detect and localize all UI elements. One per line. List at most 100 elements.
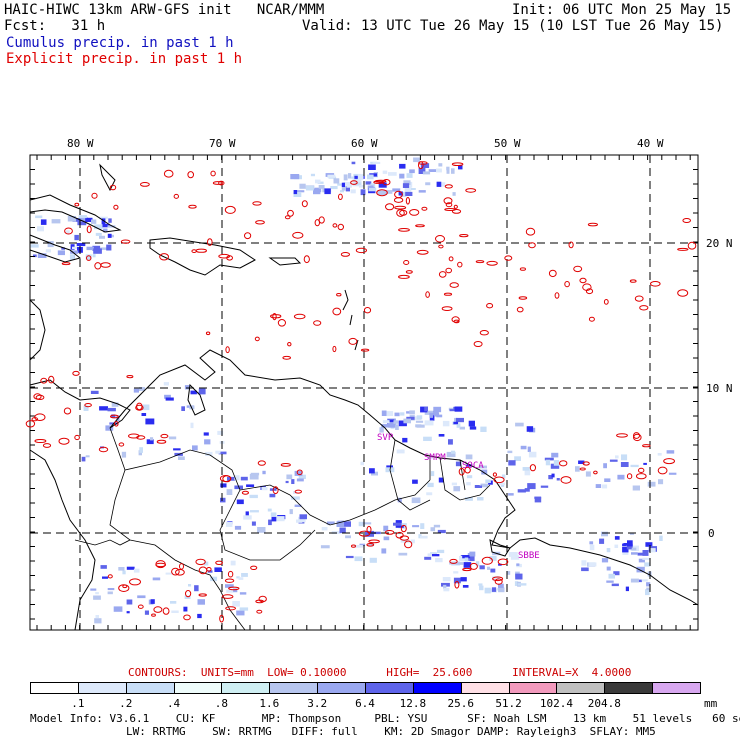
explicit-contour [58,437,70,445]
cumulus-cell [217,430,224,435]
cumulus-cell [395,525,404,528]
explicit-contour [394,205,407,210]
explicit-contour [151,613,156,617]
explicit-contour [294,489,302,494]
cumulus-cell [333,178,340,184]
explicit-contour [254,336,260,342]
cumulus-cell [85,254,92,260]
cumulus-cell [173,448,181,451]
cumulus-cell [337,183,345,186]
cumulus-cell [146,439,154,445]
cumulus-cell [384,411,394,416]
explicit-contour [255,220,265,225]
cumulus-cell [362,522,372,525]
cumulus-cell [466,482,471,486]
cumulus-cell [33,254,37,258]
explicit-contour [516,306,524,313]
cumulus-cell [369,557,377,563]
cumulus-cell [85,455,90,458]
cumulus-cell [462,555,471,559]
cumulus-cell [396,449,405,454]
cumulus-cell [437,549,445,554]
explicit-contour [363,307,372,314]
explicit-contour [86,255,92,261]
cumulus-cell [510,555,520,560]
station-markers: SVP SMPM SOCA SBBE [377,433,540,561]
cumulus-cell [480,426,487,432]
cumulus-cell [578,460,585,464]
cumulus-cell [406,416,415,420]
explicit-contour [74,434,80,441]
cumulus-cell [398,191,403,196]
cumulus-cell [111,414,116,418]
cumulus-cell [225,521,233,527]
explicit-contour [221,594,234,599]
explicit-contour [128,433,140,439]
explicit-contour [348,337,358,345]
explicit-contour [91,192,98,199]
cumulus-cell [90,390,99,394]
cumulus-cell [261,486,268,491]
cumulus-cell [611,583,619,587]
cumulus-cell [442,577,451,582]
explicit-contour [34,413,46,422]
colorbar-label: .1 [71,697,85,710]
cumulus-cell [384,190,393,194]
lon-label-50w: 50 W [494,137,521,150]
explicit-contour [355,247,367,254]
contours-info: CONTOURS: UNITS=mm LOW= 0.10000 HIGH= 25… [128,666,632,679]
cumulus-cell [641,579,648,582]
cumulus-cell [403,180,411,185]
explicit-contour [284,215,291,220]
cumulus-cell [427,482,434,488]
cumulus-cell [412,525,420,528]
cumulus-cell [126,611,130,614]
valid-time: Valid: 13 UTC Tue 26 May 15 (10 LST Tue … [302,18,724,34]
explicit-contour [244,232,252,240]
explicit-contour [677,247,689,251]
cumulus-cell [625,586,629,592]
cumulus-cell [245,511,249,516]
explicit-contour [74,202,80,207]
forecast-hour: Fcst: 31 h [4,18,106,34]
explicit-precip-contours [25,161,697,623]
cumulus-cell [225,584,234,588]
cumulus-cell [438,434,445,437]
explicit-contour [360,348,370,352]
cumulus-cell [369,468,375,474]
cumulus-cell [646,587,650,591]
explicit-contour [465,188,477,193]
cumulus-cell [249,494,258,499]
explicit-contour [519,267,527,271]
cumulus-cell [320,545,330,549]
cumulus-cell [630,532,635,535]
cumulus-cell [527,483,536,490]
cumulus-cell [250,472,260,476]
cumulus-cell [477,497,484,501]
cumulus-cell [534,496,542,503]
colorbar-swatch [30,682,79,694]
station-soca: SOCA [462,461,484,471]
cumulus-cell [294,504,302,507]
explicit-contour [579,277,587,284]
cumulus-cell [595,484,602,488]
explicit-contour [518,296,528,300]
explicit-contour [63,407,72,415]
explicit-contour [554,292,560,299]
colorbar-label: 204.8 [587,697,621,710]
cumulus-cell [121,451,127,458]
cumulus-cell [181,406,185,411]
explicit-contour [212,181,223,185]
explicit-contour [195,558,206,566]
cumulus-cell [365,181,372,185]
colorbar-swatch [125,682,175,694]
cumulus-cell [77,221,87,226]
cumulus-cell [107,407,116,412]
cumulus-cell [72,246,79,249]
cumulus-cell [339,527,346,534]
explicit-contour [418,161,424,170]
cumulus-cell [526,426,534,432]
cumulus-cell [451,482,457,486]
cumulus-cell [658,479,664,485]
explicit-contour [657,466,668,475]
